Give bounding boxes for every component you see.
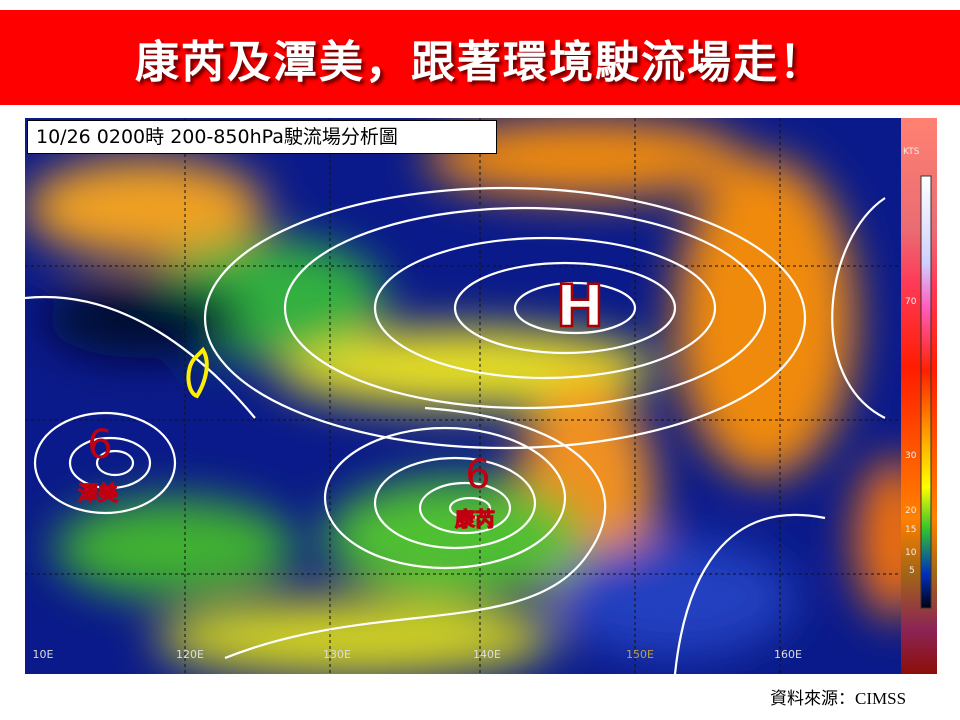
- typhoon-symbol: 6: [465, 452, 490, 498]
- colorbar-label: 30: [905, 451, 917, 461]
- colorbar-label: 70: [905, 297, 917, 307]
- colorbar: [920, 175, 932, 609]
- colorbar-unit: KTS: [903, 147, 920, 157]
- lon-label: 140E: [473, 648, 501, 661]
- colorbar-label: 20: [905, 506, 917, 516]
- streamlines: [25, 186, 886, 674]
- storm-label: 康芮: [455, 507, 495, 531]
- lat-lon-grid: [25, 118, 901, 674]
- colorbar-labels: KTS 70 30 20 15 10 5: [903, 147, 920, 576]
- colorbar-panel-shade: [901, 118, 937, 674]
- lon-label: 130E: [323, 648, 351, 661]
- source-credit: 資料來源：CIMSS: [770, 689, 907, 708]
- lon-label: 10E: [33, 648, 54, 661]
- longitude-labels: 10E 120E 130E 140E 150E 160E: [33, 648, 802, 661]
- lon-label: 160E: [774, 648, 802, 661]
- colorbar-label: 5: [909, 566, 915, 576]
- storm-label: 潭美: [78, 481, 119, 505]
- colorbar-label: 10: [905, 548, 917, 558]
- lon-label: 120E: [176, 648, 204, 661]
- lon-label: 150E: [626, 648, 654, 661]
- typhoon-symbol: 6: [87, 422, 112, 468]
- title-banner: 康芮及潭美，跟著環境駛流場走！: [0, 10, 960, 105]
- slide-title: 康芮及潭美，跟著環境駛流場走！: [135, 36, 825, 88]
- steering-flow-map: H 6 6 潭美 康芮 10E 120E 130E 140E 150E 160E…: [25, 118, 937, 674]
- wind-speed-field: [25, 118, 935, 674]
- map-caption: 10/26 0200時 200-850hPa駛流場分析圖: [27, 120, 497, 154]
- taiwan-outline: [186, 346, 209, 399]
- high-pressure-label: H: [556, 272, 605, 340]
- colorbar-label: 15: [905, 525, 916, 535]
